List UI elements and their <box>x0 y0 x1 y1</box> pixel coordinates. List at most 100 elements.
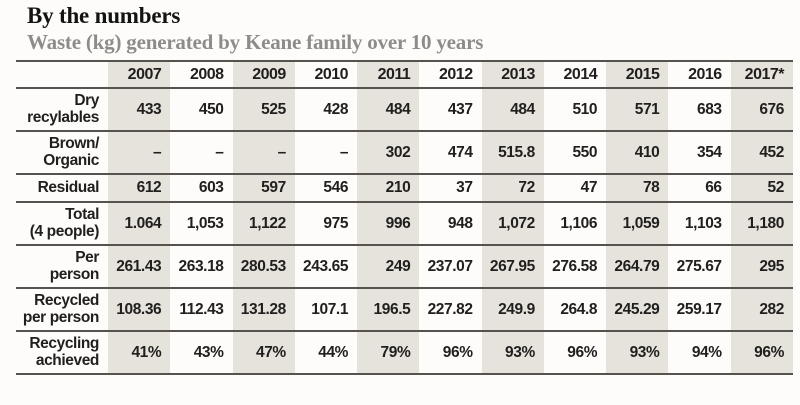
value-cell: 1,072 <box>481 202 544 247</box>
value-cell: 612 <box>108 174 171 204</box>
value-cell: 131.28 <box>232 288 295 333</box>
row-label-cell: Recycling achieved <box>16 331 108 376</box>
value-cell: 112.43 <box>170 288 233 333</box>
value-cell: 47% <box>232 331 295 376</box>
value-cell: 276.58 <box>543 245 607 290</box>
value-cell: 1,053 <box>170 202 233 247</box>
value-cell: 437 <box>419 88 482 133</box>
row-label-line: achieved <box>35 351 100 369</box>
year-header-cell: 2009 <box>232 61 295 90</box>
value-cell: 683 <box>668 88 731 133</box>
table-row: Brown/Organic – – – –302 474 515.8 550 410 354 452 <box>16 131 793 176</box>
row-label-cell: Dry recylables <box>16 88 108 133</box>
row-label-line: Recycled <box>34 292 99 310</box>
value-cell: 996 <box>357 202 420 247</box>
value-cell: 72 <box>481 174 544 204</box>
value-cell: 52 <box>730 174 793 204</box>
value-cell: 975 <box>294 202 358 247</box>
row-label-cell: Total (4 people) <box>16 202 108 247</box>
value-cell: 1,122 <box>232 202 295 247</box>
value-cell: – <box>232 131 295 176</box>
value-cell: 484 <box>481 88 544 133</box>
value-cell: 450 <box>170 88 233 133</box>
table-row: Residual 612 603 597 546 210 37 72 47 78 66 52 <box>16 174 793 204</box>
value-cell: 249 <box>357 245 420 290</box>
year-header-cell: 2011 <box>357 61 420 90</box>
value-cell: 96% <box>543 331 607 376</box>
value-cell: 275.67 <box>668 245 731 290</box>
value-cell: 66 <box>668 174 731 204</box>
value-cell: 94% <box>668 331 731 376</box>
waste-table-header: 2007 2008 2009 2010 2011 2012 2013 2014 2015 2016… <box>16 61 793 90</box>
row-label-line: Organic <box>43 151 99 169</box>
value-cell: 603 <box>170 174 233 204</box>
row-label-line: Brown/ <box>48 135 100 153</box>
value-cell: 546 <box>294 174 358 204</box>
waste-table: 2007 2008 2009 2010 2011 2012 2013 2014 2015 2016… <box>16 60 793 376</box>
waste-table-body: Dry recylables 433 450 525 428 484 437 484 510 571… <box>16 88 793 376</box>
value-cell: – <box>108 131 171 176</box>
table-row: Per person 261.43 263.18 280.53 243.65 249 237.… <box>16 245 793 290</box>
value-cell: 249.9 <box>481 288 544 333</box>
row-label-line: Residual <box>37 179 100 197</box>
value-cell: 302 <box>357 131 420 176</box>
value-cell: 550 <box>543 131 607 176</box>
row-label-line: Per <box>75 249 99 267</box>
value-cell: 676 <box>730 88 793 133</box>
year-header-cell: 2014 <box>543 61 607 90</box>
table-row: Recycling achieved 41% 43% 47% 44% 79% 96% 93% 96… <box>16 331 793 376</box>
value-cell: 210 <box>357 174 420 204</box>
value-cell: 264.79 <box>606 245 669 290</box>
value-cell: 484 <box>357 88 420 133</box>
page-title: By the numbers <box>27 3 181 28</box>
value-cell: 510 <box>543 88 607 133</box>
value-cell: 433 <box>108 88 171 133</box>
value-cell: 1,059 <box>606 202 669 247</box>
value-cell: 264.8 <box>543 288 607 333</box>
row-label-cell: Brown/Organic <box>16 131 108 176</box>
value-cell: 96% <box>419 331 482 376</box>
value-cell: 1.064 <box>108 202 171 247</box>
value-cell: 452 <box>730 131 793 176</box>
year-header-cell: 2010 <box>294 61 358 90</box>
value-cell: 37 <box>419 174 482 204</box>
value-cell: 43% <box>170 331 233 376</box>
table-row: Dry recylables 433 450 525 428 484 437 484 510 571… <box>16 88 793 133</box>
value-cell: 354 <box>668 131 731 176</box>
value-cell: 41% <box>108 331 171 376</box>
value-cell: 267.95 <box>481 245 544 290</box>
value-cell: 948 <box>419 202 482 247</box>
value-cell: 47 <box>543 174 607 204</box>
row-label-line: (4 people) <box>29 222 100 240</box>
row-label-line: Recycling <box>29 335 99 353</box>
value-cell: 243.65 <box>294 245 358 290</box>
value-cell: 280.53 <box>232 245 295 290</box>
value-cell: 295 <box>730 245 793 290</box>
row-label-line: per person <box>22 308 100 326</box>
value-cell: 79% <box>357 331 420 376</box>
value-cell: 474 <box>419 131 482 176</box>
value-cell: 597 <box>232 174 295 204</box>
year-header-cell: 2016 <box>668 61 731 90</box>
value-cell: – <box>170 131 233 176</box>
value-cell: 525 <box>232 88 295 133</box>
table-row: Total (4 people) 1.064 1,053 1,122 975 996 948 1… <box>16 202 793 247</box>
value-cell: 428 <box>294 88 358 133</box>
value-cell: 259.17 <box>668 288 731 333</box>
value-cell: 1,106 <box>543 202 607 247</box>
value-cell: 245.29 <box>606 288 669 333</box>
value-cell: 44% <box>294 331 358 376</box>
value-cell: 196.5 <box>357 288 420 333</box>
page-subtitle: Waste (kg) generated by Keane family ove… <box>27 30 484 55</box>
value-cell: 93% <box>481 331 544 376</box>
year-header-cell: 2017* <box>730 61 793 90</box>
value-cell: 263.18 <box>170 245 233 290</box>
value-cell: 1,180 <box>730 202 793 247</box>
corner-cell <box>16 61 108 90</box>
year-header-cell: 2012 <box>419 61 482 90</box>
value-cell: 227.82 <box>419 288 482 333</box>
year-header-cell: 2008 <box>170 61 233 90</box>
year-header-cell: 2013 <box>481 61 544 90</box>
value-cell: 282 <box>730 288 793 333</box>
